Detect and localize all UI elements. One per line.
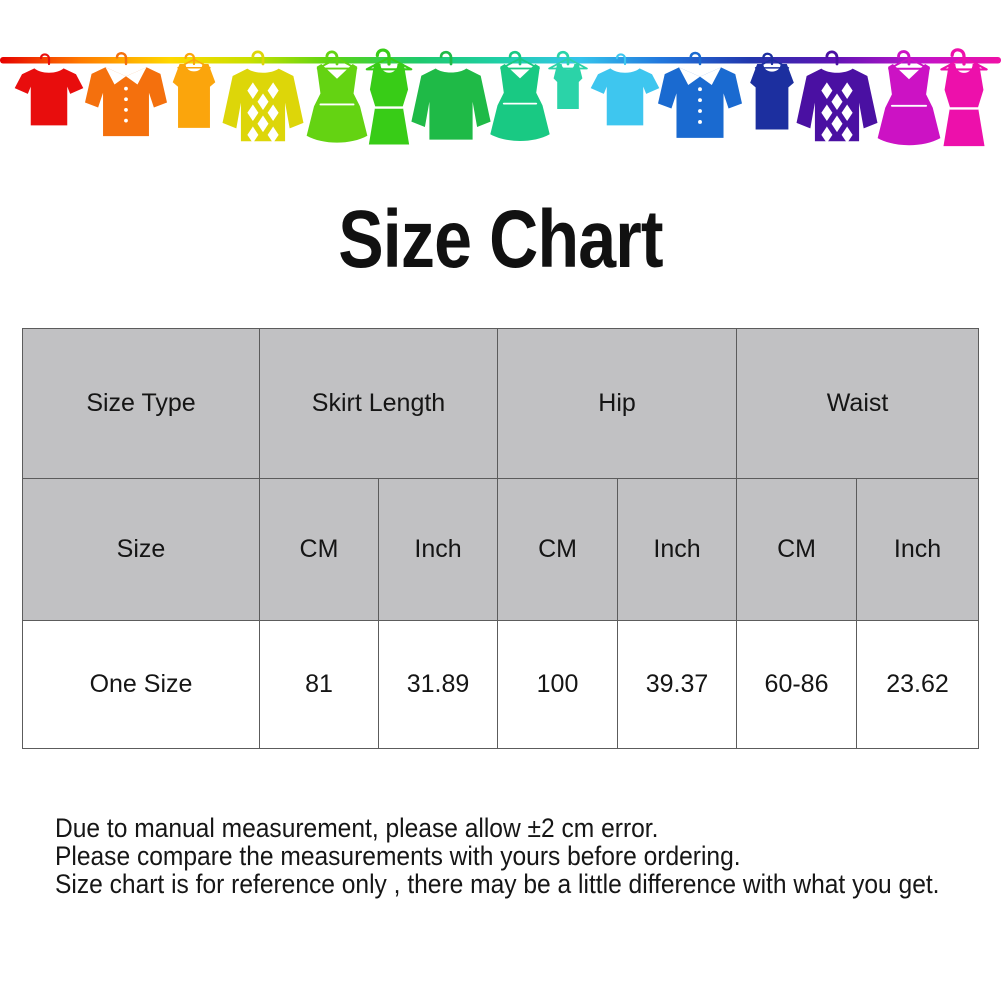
measurement-note-2: Please compare the measurements with you…: [55, 841, 741, 871]
data-cell-skirt-length-inch: 31.89: [377, 620, 499, 749]
measurement-notes: Due to manual measurement, please allow …: [55, 814, 940, 898]
magenta-dress-icon: [877, 50, 941, 146]
yellow-argyle-sweater-icon: [222, 50, 304, 144]
green-tank-dress-icon: [365, 48, 413, 145]
clothesline-rod: [0, 57, 1001, 64]
header-cell-waist: Waist: [736, 328, 980, 479]
page-title: Size Chart: [338, 194, 663, 285]
subheader-cell-inch-1: Inch: [377, 478, 499, 621]
amber-tank-top-icon: [172, 52, 216, 128]
subheader-cell-cm-2: CM: [497, 478, 619, 621]
navy-tank-top-icon: [750, 52, 794, 130]
purple-argyle-sweater-icon: [796, 50, 878, 144]
subheader-cell-inch-3: Inch: [856, 478, 980, 621]
blue-shirt-icon: [658, 51, 742, 138]
data-cell-size: One Size: [22, 620, 260, 749]
subheader-cell-size: Size: [22, 478, 260, 621]
data-cell-hip-cm: 100: [497, 620, 619, 749]
subheader-cell-cm-1: CM: [259, 478, 379, 621]
header-cell-size-type: Size Type: [22, 328, 260, 479]
subheader-cell-cm-3: CM: [736, 478, 858, 621]
clothesline-banner: [0, 48, 1001, 147]
table-group-header-row: Size Type Skirt Length Hip Waist: [22, 328, 980, 479]
subheader-cell-inch-2: Inch: [617, 478, 738, 621]
data-cell-waist-inch: 23.62: [856, 620, 980, 749]
lime-dress-icon: [306, 50, 368, 143]
measurement-note-1: Due to manual measurement, please allow …: [55, 813, 659, 843]
header-cell-skirt-length: Skirt Length: [258, 328, 499, 479]
red-tshirt-icon: [14, 53, 84, 126]
table-sub-header-row: Size CM Inch CM Inch CM Inch: [22, 478, 980, 621]
green-longsleeve-top-icon: [411, 50, 491, 140]
size-chart-table: Size Type Skirt Length Hip Waist Size CM…: [22, 328, 980, 749]
data-cell-skirt-length-cm: 81: [259, 620, 379, 749]
orange-shirt-icon: [85, 52, 167, 137]
data-cell-hip-inch: 39.37: [617, 620, 738, 749]
measurement-note-3: Size chart is for reference only , there…: [55, 869, 940, 899]
pink-tank-dress-icon: [940, 48, 988, 147]
cyan-tshirt-icon: [590, 53, 660, 126]
table-row: One Size 81 31.89 100 39.37 60-86 23.62: [22, 620, 980, 749]
data-cell-waist-cm: 60-86: [736, 620, 858, 749]
header-cell-hip: Hip: [497, 328, 738, 479]
emerald-dress-icon: [490, 50, 550, 141]
